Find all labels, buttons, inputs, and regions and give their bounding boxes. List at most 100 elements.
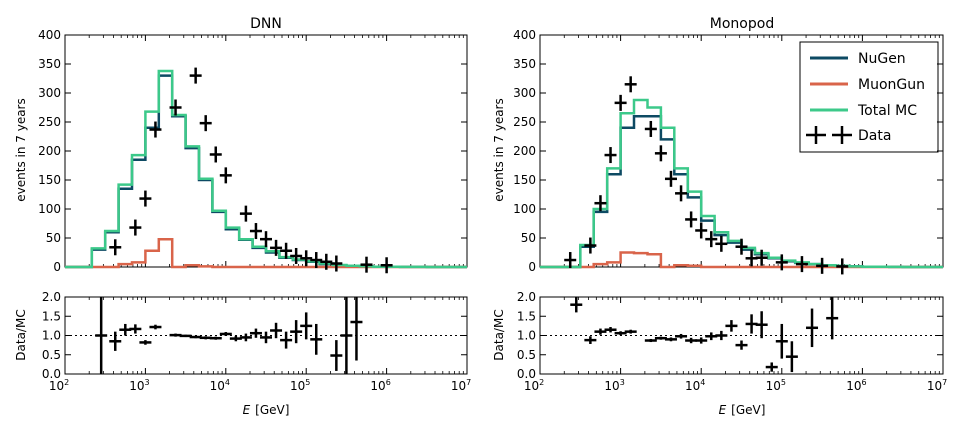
data-point — [149, 121, 162, 138]
data-point — [280, 242, 293, 259]
data-point — [695, 222, 708, 239]
ratio-point — [675, 333, 688, 339]
title-dnn: DNN — [250, 16, 282, 32]
ratio-point — [129, 324, 142, 334]
data-point — [836, 258, 849, 275]
x-tick-label: 104 — [210, 378, 230, 393]
ratio-y-tick-label: 0.0 — [517, 367, 536, 381]
ratio-y-tick-label: 1.5 — [517, 309, 536, 323]
y-tick-label: 350 — [513, 57, 536, 71]
ratio-point — [685, 337, 698, 344]
data-point — [564, 252, 577, 269]
ratio-point — [189, 335, 202, 339]
ratio-point — [705, 332, 718, 341]
ratio-point — [95, 297, 108, 374]
ratio-point — [644, 338, 657, 343]
bottom-ylabel-left: Data/MC — [14, 309, 28, 360]
x-tick-label: 105 — [290, 378, 310, 393]
x-tick-label: 105 — [766, 378, 786, 393]
ratio-point — [765, 362, 778, 372]
ratio-point — [229, 335, 242, 342]
data-point — [290, 247, 303, 264]
ratio-y-tick-label: 0.5 — [42, 348, 61, 362]
data-point — [189, 67, 202, 84]
ratio-point — [310, 323, 323, 355]
data-point — [594, 195, 607, 212]
data-point — [260, 231, 272, 248]
ratio-point — [594, 328, 607, 335]
data-point — [330, 255, 343, 272]
data-point — [270, 239, 283, 256]
y-tick-label: 0 — [528, 260, 536, 274]
data-point — [675, 185, 688, 202]
ratio-point — [300, 312, 313, 340]
x-tick-label: 106 — [846, 378, 866, 393]
y-tick-label: 300 — [513, 86, 536, 100]
ratio-point — [826, 297, 839, 340]
ratio-point — [139, 340, 152, 345]
ratio-point — [330, 340, 343, 371]
data-point — [300, 250, 313, 267]
data-point — [775, 254, 788, 271]
ratio-point — [199, 336, 212, 340]
ratio-y-tick-label: 0.5 — [517, 348, 536, 362]
ratio-y-tick-label: 2.0 — [42, 290, 61, 304]
y-tick-label: 350 — [38, 57, 61, 71]
x-tick-label: 103 — [129, 378, 149, 393]
ratio-point — [249, 328, 262, 338]
ratio-point — [239, 333, 252, 342]
y-tick-label: 100 — [38, 202, 61, 216]
ratio-y-tick-label: 0.0 — [42, 367, 61, 381]
x-tick-label: 104 — [685, 378, 705, 393]
data-point — [604, 147, 617, 164]
legend-total-label: Total MC — [857, 103, 917, 119]
y-tick-label: 0 — [53, 260, 61, 274]
ratio-point — [654, 336, 667, 340]
top-ylabel-right: events in 7 years — [492, 98, 506, 201]
data-point — [614, 94, 627, 111]
legend: NuGen MuonGun Total MC Data — [799, 41, 939, 153]
data-point — [664, 170, 677, 187]
y-tick-label: 400 — [38, 28, 61, 42]
data-point — [685, 211, 698, 228]
xlabel-right: E [GeV] — [719, 403, 766, 417]
ratio-point — [624, 329, 637, 334]
ratio-point — [715, 330, 728, 341]
x-tick-label: 107 — [451, 378, 471, 393]
data-point — [199, 115, 212, 132]
y-tick-label: 300 — [38, 86, 61, 100]
ratio-point — [664, 337, 677, 342]
ratio-point — [260, 331, 272, 344]
ratio-point — [725, 320, 738, 332]
ratio-point — [735, 340, 748, 350]
legend-data-label: Data — [858, 128, 891, 144]
data-point — [715, 235, 728, 252]
xlabel-left: E [GeV] — [243, 403, 290, 417]
ratio-y-tick-label: 1.5 — [42, 309, 61, 323]
data-point — [360, 256, 373, 273]
ratio-point — [340, 297, 353, 374]
data-point — [249, 223, 262, 240]
y-tick-label: 250 — [38, 115, 61, 129]
ratio-point — [614, 331, 627, 336]
ratio-point — [350, 297, 363, 361]
y-tick-label: 200 — [513, 144, 536, 158]
y-tick-label: 200 — [38, 144, 61, 158]
ratio-point — [280, 331, 293, 349]
legend-muongun-label: MuonGun — [858, 77, 925, 93]
data-point — [139, 190, 152, 207]
y-tick-label: 150 — [513, 173, 536, 187]
ratio-point — [806, 308, 819, 348]
ratio-point — [290, 320, 303, 344]
data-point — [654, 145, 667, 162]
ratio-point — [209, 336, 222, 340]
y-tick-label: 100 — [513, 202, 536, 216]
legend-box — [799, 41, 939, 153]
data-point — [745, 250, 758, 267]
top-ylabel-left: events in 7 years — [14, 98, 28, 201]
ratio-point — [270, 322, 283, 339]
data-point — [816, 257, 829, 274]
data-point — [735, 238, 748, 255]
hist-total-mc — [65, 69, 467, 269]
y-tick-label: 150 — [38, 173, 61, 187]
